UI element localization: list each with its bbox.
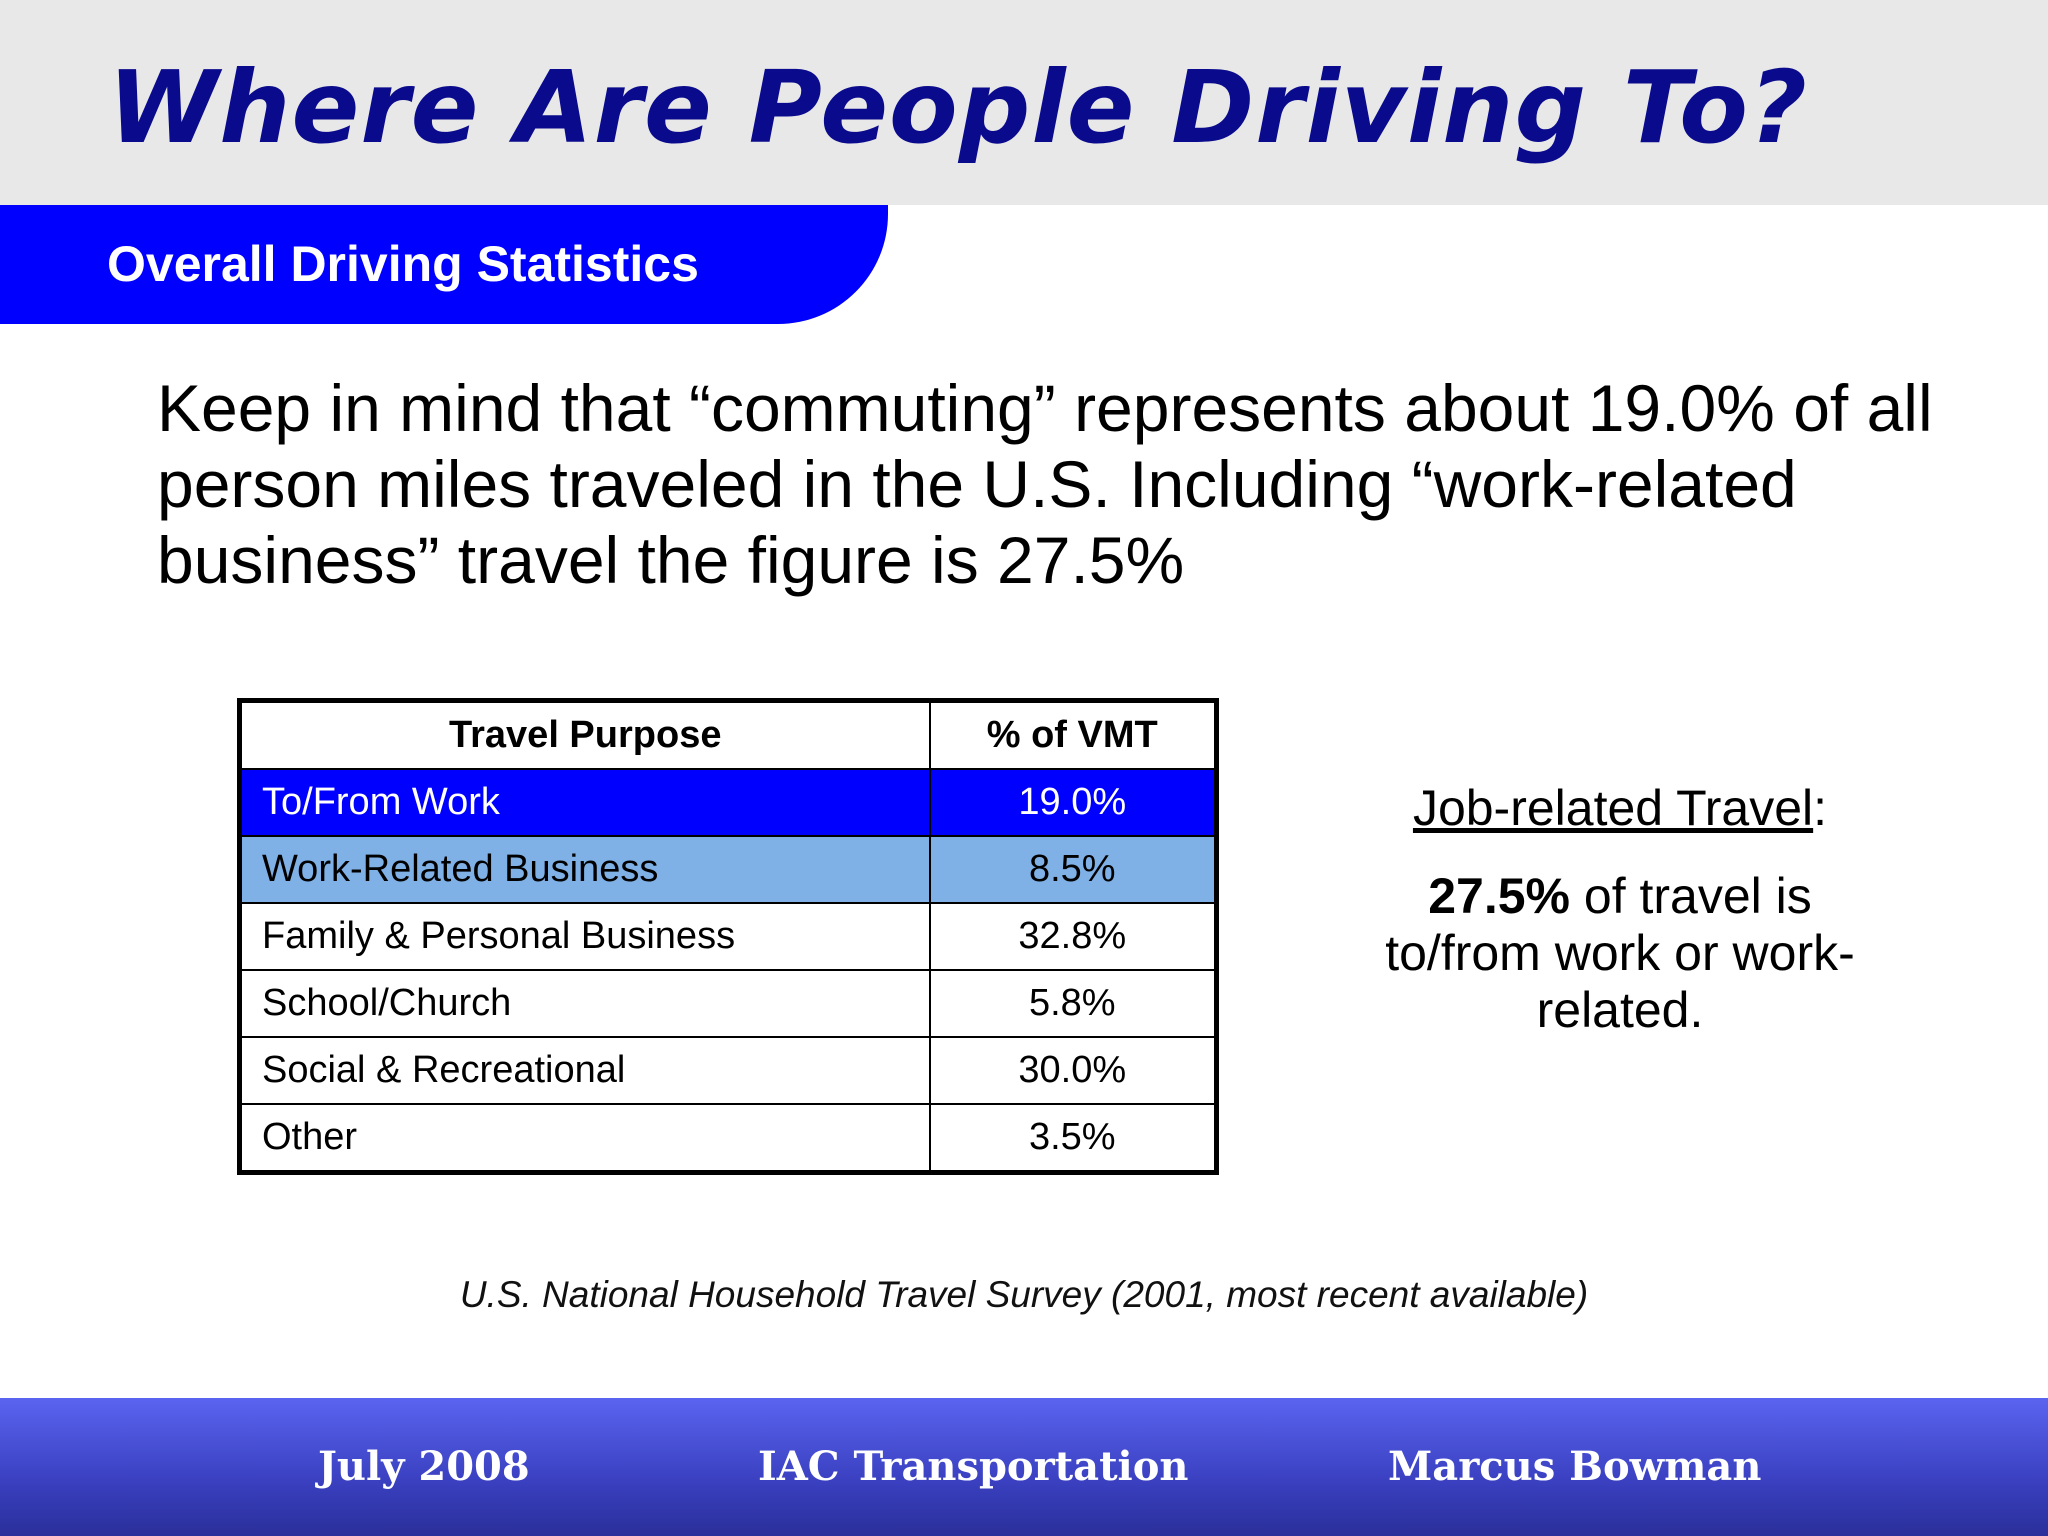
slide-title: Where Are People Driving To? — [108, 49, 1808, 166]
footer-bar: July 2008 IAC Transportation Marcus Bowm… — [0, 1398, 2048, 1536]
travel-purpose-table: Travel Purpose % of VMT To/From Work 19.… — [237, 698, 1219, 1175]
table-header-row: Travel Purpose % of VMT — [238, 699, 1218, 770]
title-band — [0, 0, 2048, 205]
row-value: 32.8% — [928, 902, 1218, 971]
row-purpose: Family & Personal Business — [238, 902, 931, 971]
intro-paragraph: Keep in mind that “commuting” represents… — [157, 371, 1933, 597]
table-row: Other 3.5% — [238, 1103, 1218, 1174]
header-percent-vmt: % of VMT — [928, 699, 1218, 770]
table-row: Social & Recreational 30.0% — [238, 1036, 1218, 1105]
row-purpose: Social & Recreational — [238, 1036, 931, 1105]
row-value: 5.8% — [928, 969, 1218, 1038]
source-citation: U.S. National Household Travel Survey (2… — [459, 1274, 1589, 1315]
row-purpose: Other — [238, 1103, 931, 1174]
subtitle-tab — [0, 205, 888, 324]
row-value: 8.5% — [928, 835, 1218, 904]
table-row: Work-Related Business 8.5% — [238, 835, 1218, 904]
header-travel-purpose: Travel Purpose — [238, 699, 931, 770]
row-value: 30.0% — [928, 1036, 1218, 1105]
side-note-body: 27.5% of travel is to/from work or work-… — [1380, 868, 1860, 1039]
footer-author: Marcus Bowman — [1388, 1443, 1762, 1490]
table-row: School/Church 5.8% — [238, 969, 1218, 1038]
footer-date: July 2008 — [318, 1443, 530, 1490]
table-row: Family & Personal Business 32.8% — [238, 902, 1218, 971]
footer-organization: IAC Transportation — [758, 1443, 1189, 1490]
side-note-heading-text: Job-related Travel — [1412, 780, 1814, 836]
side-note-heading-colon: : — [1813, 780, 1828, 836]
row-purpose: Work-Related Business — [238, 835, 931, 904]
row-purpose: School/Church — [238, 969, 931, 1038]
row-purpose: To/From Work — [238, 768, 931, 837]
table-row: To/From Work 19.0% — [238, 768, 1218, 837]
side-note-text: of travel is to/from work or work-relate… — [1385, 868, 1855, 1038]
side-note-heading: Job-related Travel: — [1380, 776, 1860, 840]
row-value: 19.0% — [928, 768, 1218, 837]
row-value: 3.5% — [928, 1103, 1218, 1174]
slide-subtitle: Overall Driving Statistics — [107, 236, 699, 292]
side-note-emphasis: 27.5% — [1428, 868, 1571, 924]
